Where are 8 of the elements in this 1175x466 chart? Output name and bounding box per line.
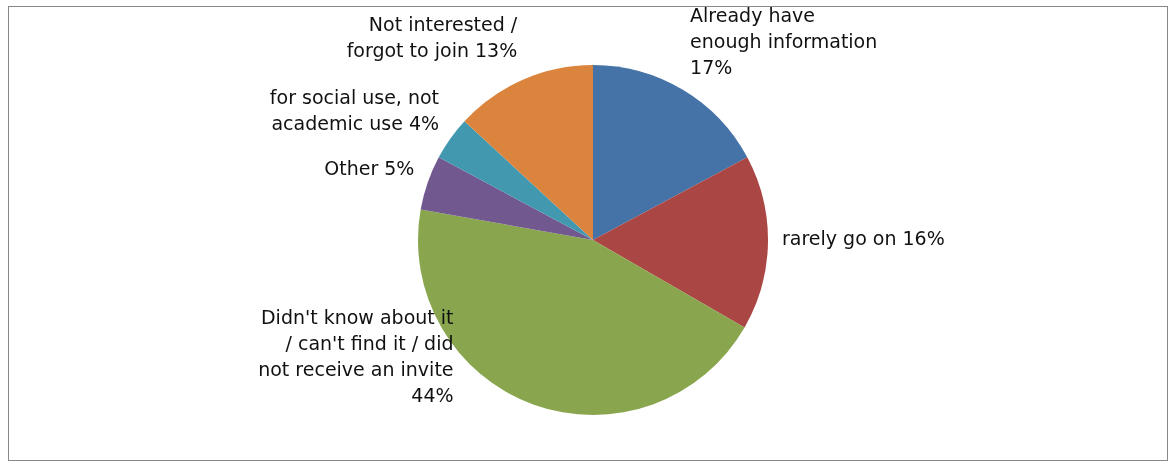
slice-label: Already have enough information — [690, 4, 878, 53]
slice-label: for social use, not academic use 4% — [269, 85, 440, 134]
data-label: 17% — [690, 56, 733, 79]
slice-label: rarely go on 16% — [781, 226, 945, 249]
data-label: 44% — [411, 384, 454, 407]
slice-label: Other 5% — [324, 157, 415, 180]
slice-label: Didn't know about it / can't find it / did not receive an invite — [258, 306, 454, 381]
slice-label: Not interested / forgot to join 13% — [346, 13, 518, 62]
